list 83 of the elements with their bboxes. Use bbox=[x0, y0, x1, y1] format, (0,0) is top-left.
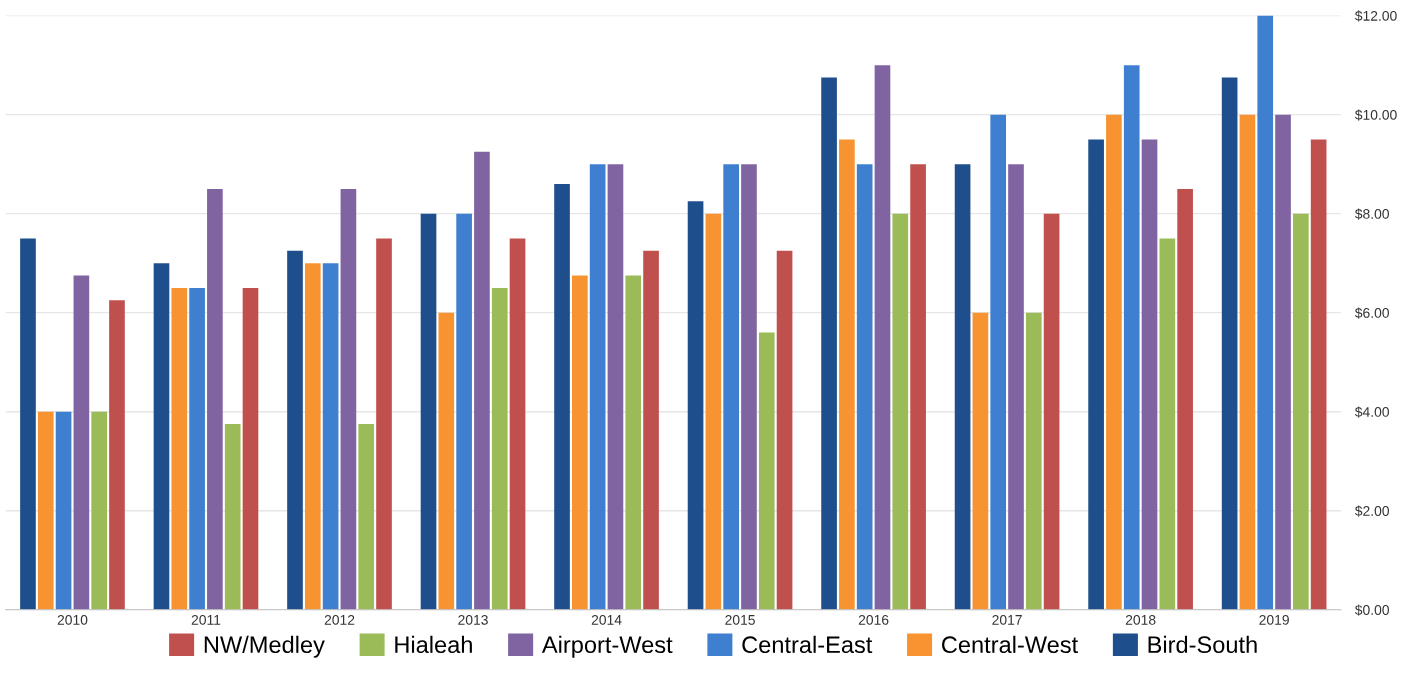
bar bbox=[1177, 188, 1193, 610]
y-tick-label: $2.00 bbox=[1354, 505, 1389, 517]
x-tick-label: 2015 bbox=[725, 614, 755, 625]
legend-label: Central-East bbox=[742, 635, 873, 654]
legend-label: Bird-South bbox=[1148, 635, 1257, 654]
bar bbox=[109, 300, 125, 610]
bar bbox=[1159, 238, 1176, 610]
bar bbox=[322, 263, 339, 610]
bar bbox=[821, 77, 837, 610]
x-tick-label: 2017 bbox=[992, 614, 1022, 625]
bar bbox=[1239, 114, 1256, 610]
x-tick-label: 2019 bbox=[1259, 614, 1289, 625]
bar bbox=[1221, 77, 1238, 610]
bar bbox=[456, 213, 472, 610]
x-tick-label: 2010 bbox=[57, 614, 88, 625]
bar bbox=[839, 139, 855, 610]
bar bbox=[474, 151, 490, 610]
bar bbox=[509, 238, 526, 610]
bar bbox=[207, 188, 223, 610]
bar bbox=[1008, 164, 1024, 610]
y-tick-label: $12.00 bbox=[1354, 10, 1397, 22]
x-tick-label: 2012 bbox=[324, 614, 355, 625]
bar bbox=[73, 275, 90, 610]
bar bbox=[1025, 312, 1042, 610]
bar bbox=[856, 164, 873, 610]
bar bbox=[741, 164, 757, 610]
bar bbox=[1293, 213, 1309, 610]
y-tick-label: $10.00 bbox=[1354, 109, 1397, 121]
legend-label: Central-West bbox=[942, 635, 1078, 654]
bar bbox=[892, 213, 909, 610]
bar bbox=[1043, 213, 1060, 610]
bar bbox=[1141, 139, 1158, 610]
y-tick-label: $8.00 bbox=[1354, 208, 1389, 220]
x-tick-label: 2014 bbox=[591, 614, 622, 625]
y-tick-label: $4.00 bbox=[1354, 406, 1389, 418]
bar bbox=[55, 411, 72, 610]
bar bbox=[358, 424, 375, 610]
bar bbox=[153, 263, 170, 610]
bar bbox=[625, 275, 642, 610]
bar bbox=[37, 411, 54, 610]
bar bbox=[776, 250, 793, 610]
bar bbox=[224, 424, 241, 610]
bar bbox=[1275, 114, 1291, 610]
bar bbox=[643, 250, 659, 610]
legend-label: Airport-West bbox=[541, 635, 673, 658]
bar bbox=[687, 201, 704, 610]
bar bbox=[990, 114, 1007, 610]
bar bbox=[1310, 139, 1327, 610]
x-tick-label: 2016 bbox=[858, 614, 889, 625]
bar bbox=[340, 188, 357, 610]
bar bbox=[491, 287, 508, 610]
bar bbox=[171, 287, 188, 610]
x-tick-label: 2011 bbox=[191, 614, 221, 625]
legend-label: Hialeah bbox=[395, 635, 472, 654]
x-tick-label: 2013 bbox=[458, 614, 488, 625]
bar bbox=[91, 411, 108, 610]
bar bbox=[607, 164, 624, 610]
bar bbox=[972, 312, 989, 610]
bar bbox=[1123, 65, 1140, 610]
bar bbox=[20, 238, 36, 610]
bar bbox=[758, 332, 775, 610]
bar bbox=[242, 287, 259, 610]
bar bbox=[189, 287, 205, 610]
bar bbox=[572, 275, 588, 610]
bar bbox=[954, 164, 971, 610]
bar bbox=[1106, 114, 1122, 610]
bar bbox=[287, 250, 303, 610]
bar bbox=[910, 164, 926, 610]
y-tick-label: $0.00 bbox=[1354, 604, 1389, 616]
legend-label: NW/Medley bbox=[204, 635, 325, 658]
bar bbox=[554, 183, 570, 610]
bar bbox=[589, 164, 606, 610]
bar bbox=[438, 312, 455, 610]
bar bbox=[1088, 139, 1104, 610]
x-tick-label: 2018 bbox=[1125, 614, 1156, 625]
bar bbox=[304, 263, 321, 610]
y-tick-label: $6.00 bbox=[1354, 307, 1389, 319]
bar bbox=[723, 164, 739, 610]
bar bbox=[376, 238, 392, 610]
bar bbox=[705, 213, 722, 610]
bar bbox=[1257, 15, 1274, 610]
bar bbox=[874, 65, 891, 610]
bar bbox=[420, 213, 437, 610]
